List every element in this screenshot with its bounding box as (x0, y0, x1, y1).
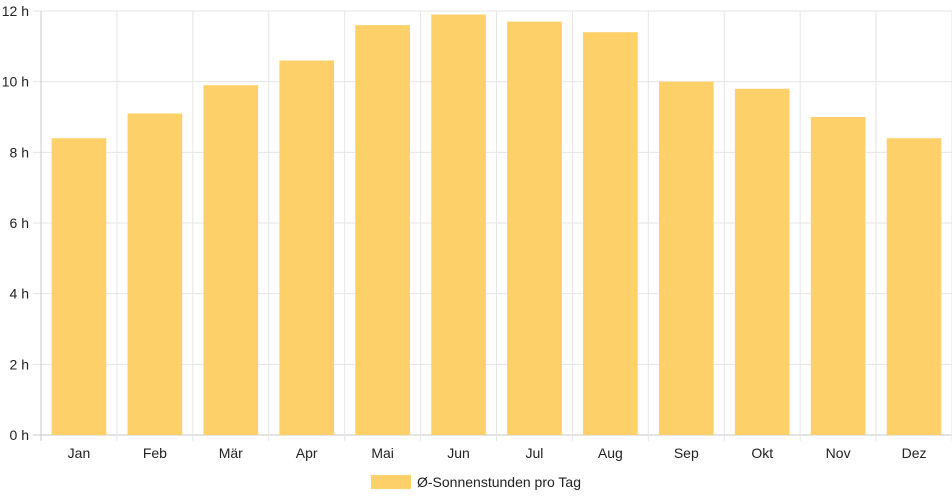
x-tick-label: Dez (902, 445, 927, 461)
y-tick-label: 8 h (10, 144, 29, 160)
x-tick-label: Mär (219, 445, 243, 461)
y-tick-label: 6 h (10, 215, 29, 231)
y-tick-label: 4 h (10, 286, 29, 302)
y-axis-ticks: 0 h 2 h 4 h 6 h 8 h 10 h 12 h (2, 3, 29, 443)
bar-jun[interactable] (431, 14, 486, 436)
x-tick-label: Mai (371, 445, 394, 461)
bar-sep[interactable] (658, 81, 714, 436)
bars (51, 14, 942, 436)
legend-swatch (371, 475, 411, 489)
y-tick-label: 10 h (2, 74, 29, 90)
x-axis-ticks: Jan Feb Mär Apr Mai Jun Jul Aug Sep Okt Nov Dez (68, 445, 927, 461)
bar-dez[interactable] (886, 138, 942, 435)
x-tick-label: Jul (526, 445, 544, 461)
bar-jul[interactable] (507, 21, 562, 435)
x-tick-label: Feb (143, 445, 167, 461)
x-tick-label: Okt (751, 445, 773, 461)
x-tick-label: Nov (826, 445, 851, 461)
x-tick-label: Apr (296, 445, 318, 461)
x-tick-label: Sep (674, 445, 699, 461)
bar-jan[interactable] (51, 138, 107, 435)
legend[interactable]: Ø-Sonnenstunden pro Tag (371, 474, 581, 490)
y-tick-label: 0 h (10, 427, 29, 443)
y-tick-label: 2 h (10, 356, 29, 372)
bar-aug[interactable] (583, 32, 638, 435)
legend-label: Ø-Sonnenstunden pro Tag (417, 474, 581, 490)
x-tick-label: Jan (68, 445, 91, 461)
grid-lines (33, 10, 952, 441)
bar-feb[interactable] (127, 113, 183, 435)
bar-apr[interactable] (279, 60, 335, 435)
x-tick-label: Aug (598, 445, 623, 461)
bar-nov[interactable] (810, 117, 866, 435)
x-tick-label: Jun (447, 445, 470, 461)
y-tick-label: 12 h (2, 3, 29, 19)
bar-okt[interactable] (734, 88, 790, 435)
bar-mär[interactable] (203, 85, 259, 435)
bar-mai[interactable] (355, 25, 410, 436)
